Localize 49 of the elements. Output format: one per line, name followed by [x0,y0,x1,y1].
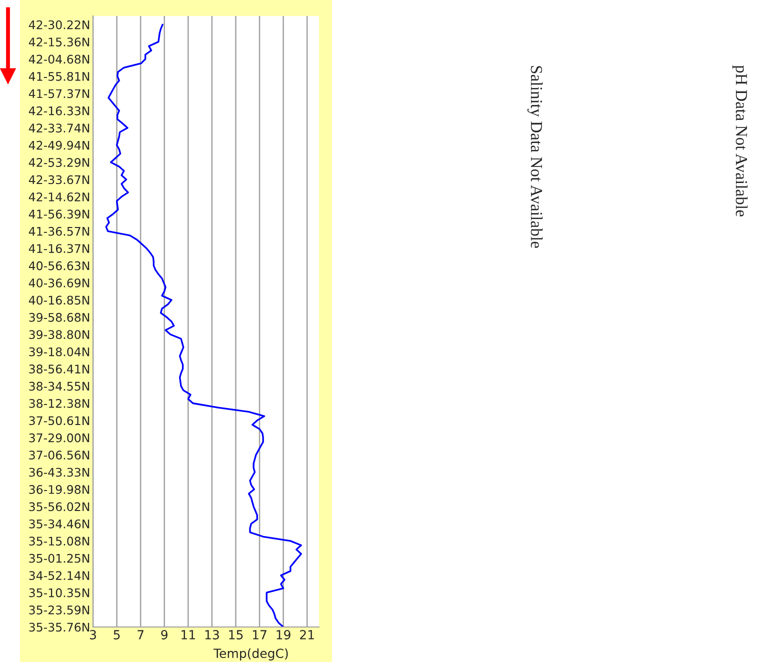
y-tick-label: 41-57.37N [28,89,90,98]
x-tick-label: 13 [205,630,219,640]
y-tick-label: 38-56.41N [29,364,90,374]
x-tick-label: 9 [161,630,168,640]
y-tick-label: 39-18.04N [29,347,90,356]
x-tick-label: 5 [114,630,120,640]
y-tick-label: 42-14.62N [28,192,90,202]
x-tick-label: 15 [229,630,243,640]
y-tick-label: 35-10.35N [29,588,90,598]
x-axis-title: Temp(degC) [213,648,288,660]
y-tick-label: 40-36.69N [28,278,90,288]
y-tick-label: 40-56.63N [28,261,90,270]
y-tick-label: 37-06.56N [29,450,90,460]
y-tick-label: 42-33.67N [28,175,90,184]
y-tick-label: 35-35.76N [29,622,90,632]
y-tick-label: 42-33.74N [28,124,90,133]
x-tick-label: 3 [90,630,96,640]
y-tick-label: 36-19.98N [29,485,90,494]
y-tick-label: 39-38.80N [29,330,90,340]
text: pH Data Not Available [732,65,748,216]
y-tick-label: 35-23.59N [29,606,90,614]
y-tick-label: 41-56.39N [28,210,90,219]
y-tick-label: 42-30.22N [28,20,90,30]
y-tick-label: 42-04.68N [28,54,90,64]
y-tick-label: 40-16.85N [28,296,90,305]
y-tick-label: 42-15.36N [28,38,90,46]
y-tick-label: 42-16.33N [28,106,90,116]
y-tick-label: 35-56.02N [29,502,90,512]
y-tick-label: 35-15.08N [29,536,90,546]
y-tick-label: 41-55.81N [28,72,90,81]
x-tick-label: 11 [182,630,195,640]
x-tick-label: 7 [138,630,144,640]
x-tick-label: 19 [276,630,290,640]
text: Salinity Data Not Available [527,66,543,248]
y-tick-label: 37-29.00N [29,433,90,442]
y-tick-label: 42-53.29N [28,158,90,167]
y-tick-label: 39-58.68N [29,312,90,322]
y-tick-label: 41-36.57N [28,226,90,236]
y-tick-label: 36-43.33N [29,468,90,477]
y-tick-label: 34-52.14N [29,571,90,580]
x-tick-label: 21 [300,630,314,640]
y-tick-label: 41-16.37N [28,244,90,254]
x-tick-label: 17 [252,630,266,640]
y-tick-label: 35-01.25N [29,554,90,563]
y-tick-label: 38-12.38N [29,398,90,408]
y-tick-label: 37-50.61N [29,416,90,426]
y-tick-label: 38-34.55N [29,382,90,391]
y-tick-label: 35-34.46N [29,519,90,528]
y-tick-label: 42-49.94N [28,140,90,150]
